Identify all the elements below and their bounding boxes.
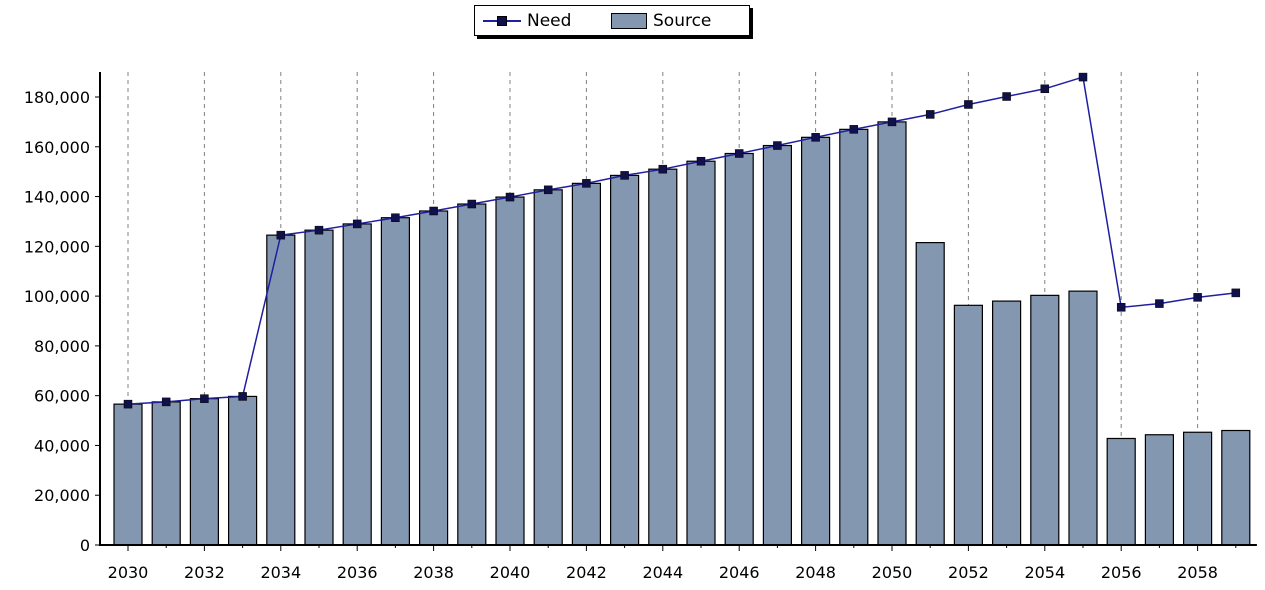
bar-source bbox=[113, 403, 143, 546]
bar-source bbox=[1144, 434, 1175, 546]
need-marker bbox=[391, 213, 400, 222]
need-marker bbox=[467, 199, 477, 209]
need-marker bbox=[429, 206, 438, 216]
x-tick-label: 2030 bbox=[108, 563, 149, 582]
tick-layer: 0 20,000 40,000 60,000 80,000 100,000 120,000 1… bbox=[24, 88, 1218, 582]
y-tick-label: 60,000 bbox=[34, 387, 90, 406]
y-tick-label: 160,000 bbox=[24, 138, 90, 157]
need-marker bbox=[1078, 72, 1088, 82]
need-marker bbox=[1193, 293, 1202, 302]
bar-source bbox=[686, 160, 716, 546]
legend-bar-swatch bbox=[611, 13, 647, 29]
bar-source bbox=[915, 242, 945, 546]
bar-source bbox=[1106, 437, 1136, 546]
x-tick-label: 2038 bbox=[413, 563, 454, 582]
bar-source bbox=[800, 136, 831, 546]
y-tick-label: 180,000 bbox=[24, 88, 90, 107]
need-marker bbox=[1116, 303, 1126, 312]
need-marker bbox=[582, 179, 591, 188]
bar-source bbox=[1030, 294, 1060, 546]
need-line bbox=[127, 76, 1236, 405]
need-marker bbox=[773, 141, 782, 150]
y-tick-label: 20,000 bbox=[34, 486, 90, 505]
bar-source bbox=[533, 189, 563, 546]
y-tick-label: 100,000 bbox=[24, 287, 90, 306]
need-marker bbox=[696, 156, 706, 166]
need-marker bbox=[964, 100, 973, 109]
legend-label-need: Need bbox=[527, 11, 572, 31]
bar-layer bbox=[113, 121, 1251, 546]
need-marker bbox=[887, 117, 897, 127]
bar-source bbox=[304, 229, 334, 546]
x-tick-label: 2050 bbox=[872, 563, 913, 582]
x-tick-label: 2032 bbox=[184, 563, 225, 582]
need-marker bbox=[314, 225, 324, 235]
x-tick-label: 2052 bbox=[948, 563, 989, 582]
axis-layer bbox=[95, 72, 1257, 551]
bar-source bbox=[839, 128, 869, 546]
x-tick-label: 2036 bbox=[337, 563, 378, 582]
need-marker bbox=[123, 399, 133, 409]
bar-source bbox=[991, 300, 1022, 546]
bar-source bbox=[342, 223, 372, 546]
bar-source bbox=[1068, 290, 1098, 546]
legend: Need Source bbox=[474, 5, 750, 36]
bar-source bbox=[762, 144, 793, 546]
y-tick-label: 80,000 bbox=[34, 337, 90, 356]
need-marker bbox=[658, 164, 668, 174]
bar-source bbox=[151, 401, 181, 546]
legend-item-source: Source bbox=[611, 9, 711, 33]
need-marker bbox=[543, 185, 553, 195]
need-marker bbox=[925, 110, 935, 119]
bar-source bbox=[1182, 431, 1213, 546]
bar-source bbox=[1221, 429, 1251, 546]
x-tick-label: 2034 bbox=[260, 563, 301, 582]
need-marker bbox=[1040, 84, 1050, 94]
need-marker bbox=[161, 397, 171, 407]
need-marker bbox=[352, 219, 362, 229]
need-marker bbox=[620, 171, 629, 180]
bar-source bbox=[953, 304, 984, 546]
need-marker bbox=[276, 230, 286, 240]
bar-source bbox=[724, 152, 754, 546]
bar-source bbox=[648, 168, 678, 546]
bar-source bbox=[228, 395, 258, 546]
bar-source bbox=[457, 203, 487, 546]
bar-source bbox=[189, 398, 219, 546]
need-marker bbox=[1231, 288, 1241, 298]
x-tick-label: 2042 bbox=[566, 563, 607, 582]
y-tick-label: 120,000 bbox=[24, 237, 90, 256]
need-marker bbox=[1155, 299, 1164, 308]
y-tick-label: 0 bbox=[80, 536, 90, 555]
bar-source bbox=[609, 174, 640, 546]
legend-item-need: Need bbox=[483, 9, 571, 33]
bar-source bbox=[419, 210, 449, 546]
need-marker bbox=[734, 149, 744, 158]
x-tick-label: 2054 bbox=[1024, 563, 1065, 582]
legend-line-swatch bbox=[483, 15, 521, 27]
need-marker bbox=[849, 125, 859, 134]
bar-source bbox=[877, 121, 907, 546]
y-tick-label: 140,000 bbox=[24, 188, 90, 207]
x-tick-label: 2046 bbox=[719, 563, 760, 582]
x-tick-label: 2056 bbox=[1101, 563, 1142, 582]
bar-source bbox=[266, 234, 296, 546]
bar-source bbox=[495, 196, 525, 546]
legend-label-source: Source bbox=[653, 11, 712, 31]
x-tick-label: 2058 bbox=[1177, 563, 1218, 582]
x-tick-label: 2040 bbox=[490, 563, 531, 582]
bar-source bbox=[380, 217, 410, 546]
need-marker bbox=[505, 192, 515, 202]
y-tick-label: 40,000 bbox=[34, 436, 90, 455]
need-marker bbox=[1002, 92, 1011, 101]
need-marker bbox=[200, 394, 209, 403]
bar-source bbox=[571, 182, 602, 546]
line-layer bbox=[123, 72, 1241, 409]
need-marker bbox=[811, 133, 820, 142]
need-marker bbox=[238, 392, 247, 401]
x-tick-label: 2044 bbox=[642, 563, 683, 582]
x-tick-label: 2048 bbox=[795, 563, 836, 582]
